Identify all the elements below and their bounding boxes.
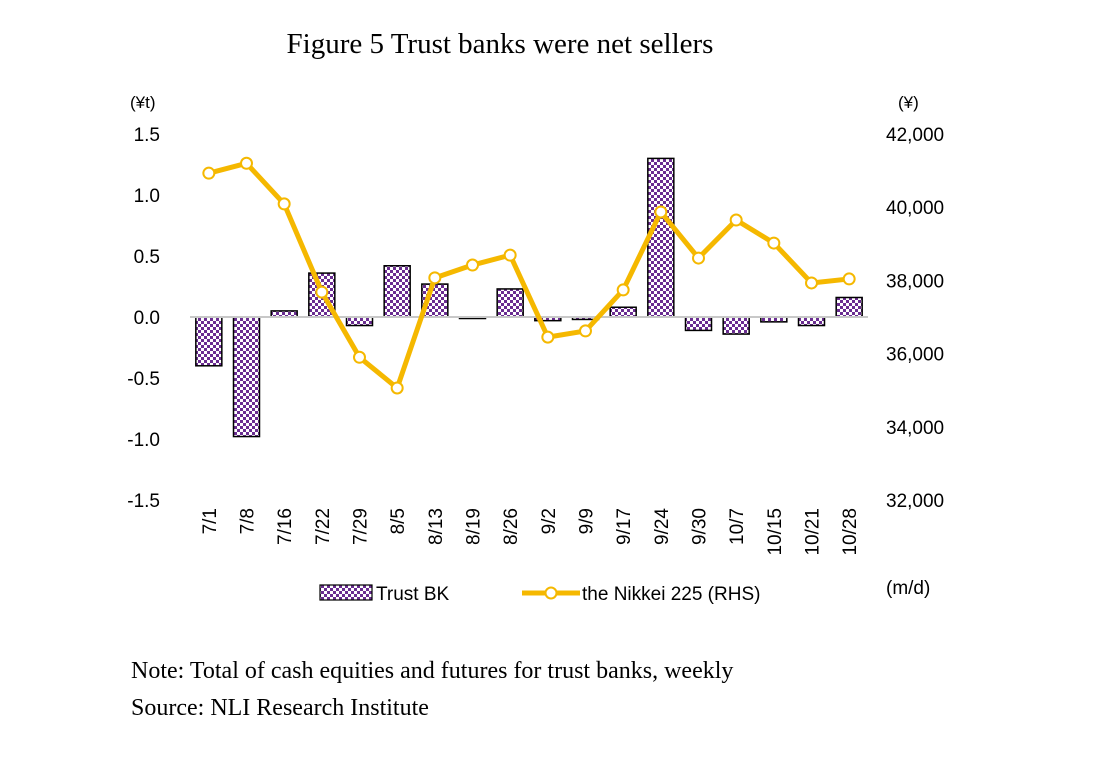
bar-9/17 <box>609 306 637 318</box>
nikkei-point-10/28 <box>842 272 856 286</box>
right-tick-label: 32,000 <box>886 491 944 512</box>
x-tick-label: 7/16 <box>275 508 296 545</box>
x-tick-label: 10/28 <box>840 508 861 556</box>
chart-source: Source: NLI Research Institute <box>131 695 429 721</box>
x-tick-label: 9/2 <box>539 508 560 534</box>
bar-9/24 <box>647 157 675 318</box>
right-tick-label: 40,000 <box>886 198 944 219</box>
x-tick-label: 10/21 <box>803 508 824 556</box>
chart-note: Note: Total of cash equities and futures… <box>131 658 734 684</box>
x-tick-label: 10/15 <box>765 508 786 556</box>
x-tick-label: 8/5 <box>388 508 409 534</box>
nikkei-point-10/21 <box>805 276 818 290</box>
nikkei-point-9/30 <box>692 251 705 265</box>
x-tick-label: 7/8 <box>238 508 259 534</box>
x-tick-label: 9/30 <box>690 508 711 545</box>
nikkei-point-7/29 <box>353 350 366 364</box>
left-axis-unit: (¥t) <box>130 93 156 112</box>
left-tick-label: 1.5 <box>134 125 160 146</box>
x-tick-label: 7/29 <box>351 508 372 545</box>
bar-7/1 <box>195 316 223 367</box>
nikkei-point-7/8 <box>240 156 253 170</box>
x-tick-label: 7/1 <box>200 508 221 534</box>
left-tick-label: 1.0 <box>134 186 160 207</box>
right-axis-unit: (¥) <box>898 93 919 112</box>
right-tick-label: 36,000 <box>886 345 944 366</box>
x-axis-unit: (m/d) <box>886 578 930 599</box>
nikkei-point-9/17 <box>616 283 630 297</box>
nikkei-point-8/5 <box>390 381 404 395</box>
nikkei-point-10/7 <box>729 213 743 227</box>
left-tick-label: 0.5 <box>134 247 160 268</box>
nikkei-point-9/9 <box>579 324 592 338</box>
x-tick-label: 10/7 <box>727 508 748 545</box>
nikkei-point-9/2 <box>541 330 555 344</box>
x-tick-label: 9/9 <box>577 508 598 534</box>
x-tick-label: 8/26 <box>501 508 522 545</box>
nikkei-point-10/15 <box>767 236 781 250</box>
nikkei-point-8/26 <box>503 248 517 262</box>
right-tick-label: 34,000 <box>886 418 944 439</box>
x-tick-label: 9/24 <box>652 508 673 545</box>
nikkei-point-7/1 <box>202 166 216 180</box>
legend-swatch-trust-bk <box>319 584 373 601</box>
nikkei-point-9/24 <box>654 205 668 219</box>
left-tick-label: -1.5 <box>127 491 160 512</box>
nikkei-point-7/16 <box>277 197 291 211</box>
bar-10/28 <box>835 296 863 318</box>
x-tick-label: 9/17 <box>614 508 635 545</box>
x-tick-label: 7/22 <box>313 508 334 545</box>
nikkei-point-7/22 <box>315 285 329 299</box>
nikkei-point-8/19 <box>466 258 479 272</box>
x-tick-label: 8/19 <box>464 508 485 545</box>
bar-7/29 <box>345 316 374 327</box>
bar-7/8 <box>232 316 261 438</box>
nikkei-point-8/13 <box>428 271 442 285</box>
left-tick-label: 0.0 <box>134 308 160 329</box>
x-tick-label: 8/13 <box>426 508 447 545</box>
bar-10/7 <box>722 316 750 335</box>
legend-label-trust-bk: Trust BK <box>376 584 450 605</box>
left-tick-label: -1.0 <box>127 430 160 451</box>
bar-8/26 <box>496 288 524 318</box>
bar-9/30 <box>684 316 713 332</box>
legend-marker-nikkei <box>544 586 558 600</box>
nikkei-line <box>208 160 850 391</box>
right-tick-label: 38,000 <box>886 271 944 292</box>
bar-8/5 <box>383 265 411 318</box>
right-tick-label: 42,000 <box>886 125 944 146</box>
left-tick-label: -0.5 <box>127 369 160 390</box>
bar-10/21 <box>797 316 826 327</box>
chart-title: Figure 5 Trust banks were net sellers <box>286 28 714 60</box>
legend-label-nikkei: the Nikkei 225 (RHS) <box>582 584 760 605</box>
